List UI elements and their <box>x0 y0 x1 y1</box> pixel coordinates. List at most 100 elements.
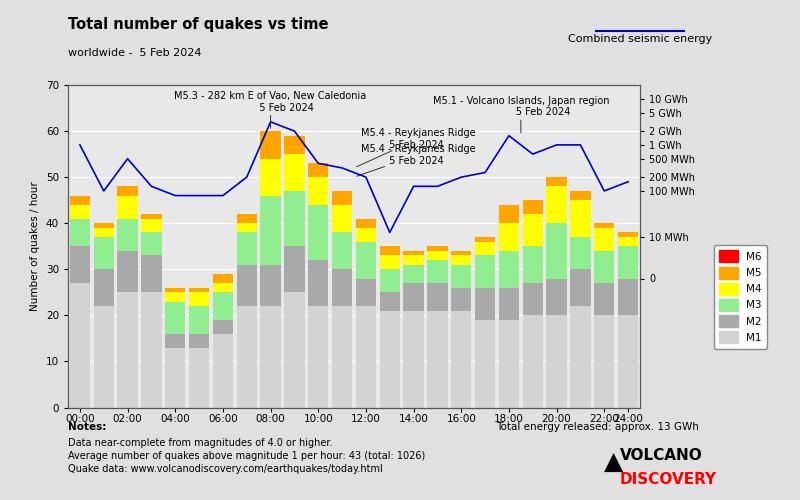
Bar <box>427 251 447 260</box>
Bar <box>261 158 281 196</box>
Bar <box>594 223 614 228</box>
Bar <box>118 292 138 408</box>
Bar <box>403 264 424 283</box>
Bar <box>475 288 495 320</box>
Text: Quake data: www.volcanodiscovery.com/earthquakes/today.html: Quake data: www.volcanodiscovery.com/ear… <box>68 464 382 474</box>
Bar <box>475 320 495 408</box>
Bar <box>356 218 376 228</box>
Bar <box>475 256 495 288</box>
Bar <box>380 292 400 310</box>
Y-axis label: Number of quakes / hour: Number of quakes / hour <box>30 182 40 311</box>
Text: Combined seismic energy: Combined seismic energy <box>568 34 712 44</box>
Bar <box>118 196 138 218</box>
Bar <box>356 306 376 408</box>
Bar <box>70 218 90 246</box>
Bar <box>94 223 114 228</box>
Bar <box>594 228 614 251</box>
Bar <box>356 278 376 306</box>
Bar <box>332 232 352 270</box>
Bar <box>570 270 590 306</box>
Text: DISCOVERY: DISCOVERY <box>620 472 717 488</box>
Bar <box>70 246 90 283</box>
Bar <box>332 270 352 306</box>
Bar <box>142 256 162 292</box>
Bar <box>284 154 305 191</box>
Text: Total number of quakes vs time: Total number of quakes vs time <box>68 18 329 32</box>
Bar <box>94 228 114 237</box>
Bar <box>118 251 138 292</box>
Bar <box>165 292 186 302</box>
Bar <box>308 306 328 408</box>
Bar <box>70 196 90 205</box>
Text: M5.3 - 282 km E of Vao, New Caledonia
          5 Feb 2024: M5.3 - 282 km E of Vao, New Caledonia 5 … <box>174 91 366 128</box>
Bar <box>94 306 114 408</box>
Bar <box>498 320 519 408</box>
Bar <box>142 218 162 232</box>
Bar <box>261 131 281 158</box>
Bar <box>618 316 638 408</box>
Bar <box>546 223 566 278</box>
Bar <box>189 334 210 347</box>
Bar <box>522 283 543 316</box>
Bar <box>498 251 519 288</box>
Bar <box>594 316 614 408</box>
Bar <box>475 237 495 242</box>
Bar <box>522 200 543 214</box>
Bar <box>237 214 257 223</box>
Bar <box>308 205 328 260</box>
Bar <box>403 251 424 256</box>
Bar <box>94 237 114 270</box>
Bar <box>118 186 138 196</box>
Bar <box>618 278 638 316</box>
Bar <box>332 306 352 408</box>
Bar <box>261 306 281 408</box>
Bar <box>284 292 305 408</box>
Text: M5.4 - Reykjanes Ridge
         5 Feb 2024: M5.4 - Reykjanes Ridge 5 Feb 2024 <box>357 144 476 176</box>
Bar <box>618 237 638 246</box>
Bar <box>332 205 352 233</box>
Bar <box>522 246 543 283</box>
Bar <box>403 283 424 310</box>
Bar <box>498 288 519 320</box>
Bar <box>451 264 471 287</box>
Bar <box>403 310 424 408</box>
Bar <box>546 316 566 408</box>
Bar <box>546 186 566 223</box>
Bar <box>427 310 447 408</box>
Bar <box>261 264 281 306</box>
Bar <box>284 136 305 154</box>
Bar <box>165 334 186 347</box>
Bar <box>142 214 162 218</box>
Bar <box>427 246 447 251</box>
Bar <box>118 218 138 251</box>
Bar <box>189 288 210 292</box>
Text: worldwide -  5 Feb 2024: worldwide - 5 Feb 2024 <box>68 48 202 58</box>
Text: VOLCANO: VOLCANO <box>620 448 702 462</box>
Text: Data near-complete from magnitudes of 4.0 or higher.: Data near-complete from magnitudes of 4.… <box>68 438 333 448</box>
Bar <box>380 270 400 292</box>
Bar <box>356 228 376 241</box>
Bar <box>142 292 162 408</box>
Legend: M6, M5, M4, M3, M2, M1: M6, M5, M4, M3, M2, M1 <box>714 245 766 348</box>
Bar <box>427 283 447 310</box>
Bar <box>570 306 590 408</box>
Text: ▲: ▲ <box>604 450 623 474</box>
Bar <box>70 205 90 218</box>
Bar <box>380 246 400 256</box>
Bar <box>356 242 376 279</box>
Bar <box>189 348 210 408</box>
Bar <box>284 246 305 292</box>
Bar <box>237 306 257 408</box>
Bar <box>451 251 471 256</box>
Bar <box>308 164 328 177</box>
Bar <box>142 232 162 256</box>
Bar <box>70 283 90 408</box>
Bar <box>451 288 471 310</box>
Bar <box>237 232 257 264</box>
Bar <box>403 256 424 264</box>
Bar <box>213 283 233 292</box>
Bar <box>189 292 210 306</box>
Bar <box>213 274 233 283</box>
Bar <box>332 191 352 205</box>
Bar <box>308 260 328 306</box>
